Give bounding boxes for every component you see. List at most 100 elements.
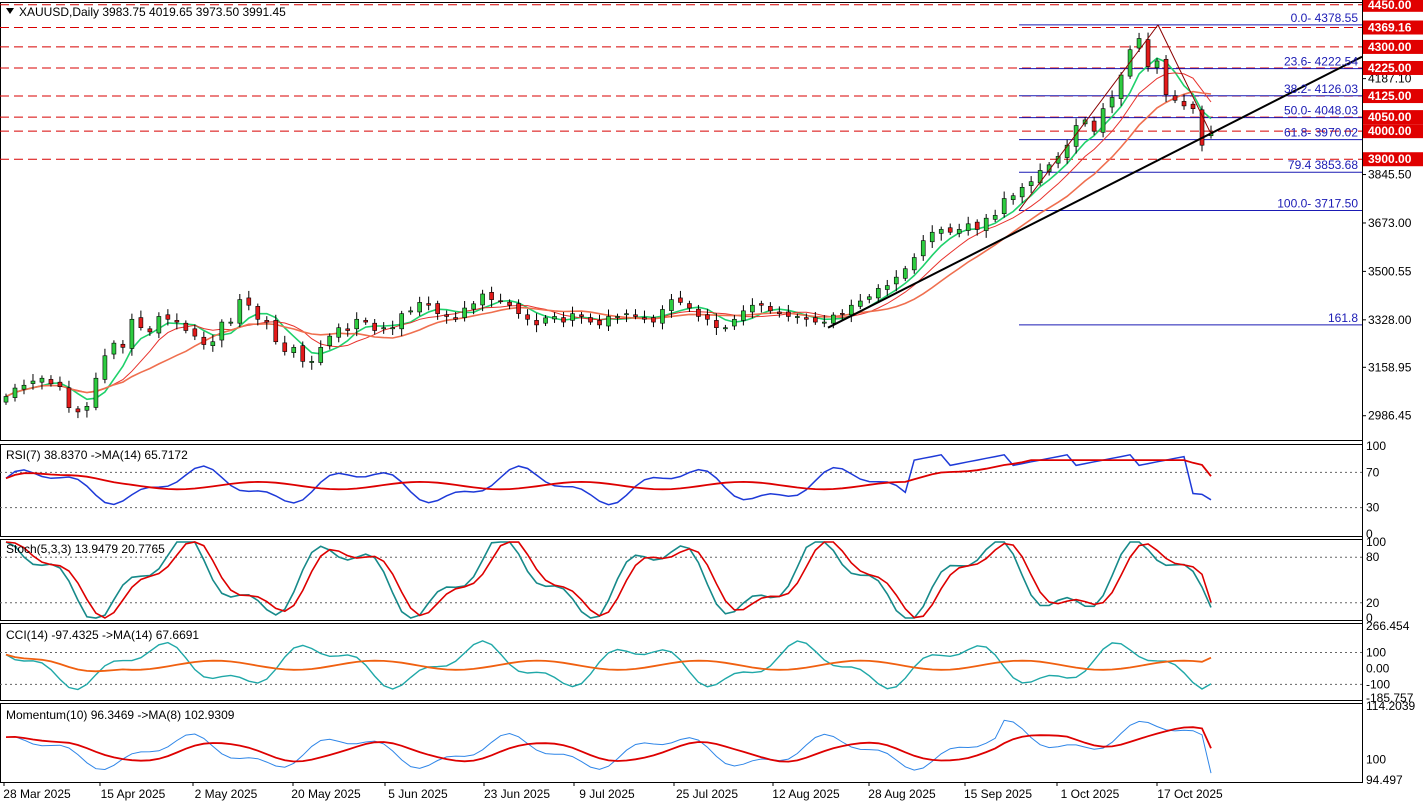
- candle[interactable]: [965, 216, 971, 236]
- candle[interactable]: [399, 310, 404, 337]
- candle[interactable]: [21, 379, 27, 395]
- candle[interactable]: [354, 312, 360, 337]
- candle[interactable]: [866, 294, 872, 304]
- candlesticks[interactable]: [3, 32, 1214, 419]
- candle[interactable]: [597, 314, 602, 329]
- candle[interactable]: [534, 313, 539, 333]
- trend-lines[interactable]: [827, 24, 1363, 329]
- candle[interactable]: [66, 380, 72, 413]
- candle[interactable]: [1154, 58, 1160, 74]
- candle[interactable]: [498, 293, 503, 304]
- candle[interactable]: [93, 372, 99, 411]
- candle[interactable]: [875, 284, 881, 303]
- candle[interactable]: [561, 311, 566, 328]
- candle[interactable]: [282, 335, 288, 356]
- candle[interactable]: [938, 226, 944, 241]
- candle[interactable]: [911, 253, 917, 274]
- candle[interactable]: [741, 305, 746, 326]
- candle[interactable]: [884, 279, 890, 296]
- candle[interactable]: [1028, 176, 1034, 193]
- candle[interactable]: [579, 311, 584, 324]
- candle[interactable]: [777, 306, 782, 318]
- candle[interactable]: [273, 314, 279, 345]
- triangle-down-icon[interactable]: [6, 8, 14, 14]
- candle[interactable]: [723, 324, 728, 332]
- candle[interactable]: [759, 300, 764, 313]
- candle[interactable]: [372, 318, 377, 335]
- candle[interactable]: [507, 299, 512, 310]
- candle[interactable]: [1091, 116, 1097, 136]
- candle[interactable]: [3, 393, 9, 405]
- candle[interactable]: [390, 320, 395, 335]
- candle[interactable]: [1163, 55, 1169, 102]
- candle[interactable]: [417, 296, 422, 316]
- candle[interactable]: [570, 306, 575, 327]
- candle[interactable]: [426, 296, 431, 311]
- candle[interactable]: [39, 375, 45, 390]
- candle[interactable]: [848, 299, 854, 323]
- candle[interactable]: [642, 310, 647, 324]
- candle[interactable]: [678, 290, 683, 306]
- candle[interactable]: [147, 326, 153, 336]
- candle[interactable]: [660, 305, 665, 330]
- candle[interactable]: [165, 309, 171, 326]
- candle[interactable]: [983, 213, 989, 238]
- candle[interactable]: [786, 304, 791, 322]
- candle[interactable]: [210, 334, 216, 352]
- candle[interactable]: [111, 340, 117, 360]
- candle[interactable]: [606, 309, 611, 332]
- candle[interactable]: [129, 313, 135, 356]
- candle[interactable]: [516, 299, 521, 319]
- candle[interactable]: [696, 304, 701, 322]
- candle[interactable]: [651, 314, 656, 328]
- candle[interactable]: [381, 322, 386, 334]
- candle[interactable]: [525, 309, 530, 326]
- candle[interactable]: [327, 333, 333, 350]
- candle[interactable]: [543, 315, 548, 327]
- candle[interactable]: [1181, 94, 1187, 110]
- candle[interactable]: [363, 317, 369, 325]
- candle[interactable]: [1172, 90, 1178, 104]
- candle[interactable]: [84, 402, 90, 418]
- candle[interactable]: [633, 309, 638, 320]
- candle[interactable]: [192, 324, 198, 341]
- candle[interactable]: [1001, 191, 1007, 218]
- candle[interactable]: [552, 312, 557, 323]
- candle[interactable]: [1064, 139, 1070, 164]
- candle[interactable]: [1190, 101, 1196, 114]
- candle[interactable]: [174, 313, 180, 330]
- candle[interactable]: [929, 225, 935, 248]
- candle[interactable]: [1055, 152, 1061, 169]
- candle[interactable]: [138, 310, 144, 331]
- candle[interactable]: [183, 320, 189, 334]
- candle[interactable]: [30, 374, 36, 390]
- candle[interactable]: [435, 300, 440, 320]
- candle[interactable]: [462, 301, 467, 322]
- candle[interactable]: [1019, 183, 1025, 204]
- candle[interactable]: [893, 270, 899, 292]
- candle[interactable]: [947, 223, 953, 236]
- candle[interactable]: [750, 298, 755, 319]
- candle[interactable]: [453, 311, 458, 323]
- candle[interactable]: [264, 316, 270, 330]
- candle[interactable]: [480, 289, 485, 312]
- candle[interactable]: [246, 290, 252, 311]
- candle[interactable]: [309, 355, 315, 370]
- candle[interactable]: [974, 219, 980, 236]
- candle[interactable]: [408, 306, 413, 315]
- candle[interactable]: [255, 303, 261, 326]
- candle[interactable]: [318, 340, 324, 366]
- candle[interactable]: [804, 313, 809, 327]
- candle[interactable]: [840, 309, 845, 320]
- candle[interactable]: [228, 317, 234, 327]
- candle[interactable]: [489, 286, 494, 307]
- candle[interactable]: [705, 309, 710, 326]
- candle[interactable]: [1136, 32, 1142, 52]
- candle[interactable]: [768, 302, 773, 314]
- candle[interactable]: [336, 323, 342, 343]
- candle[interactable]: [857, 294, 863, 310]
- candle[interactable]: [291, 344, 297, 358]
- candle[interactable]: [669, 294, 674, 318]
- candle[interactable]: [219, 319, 225, 348]
